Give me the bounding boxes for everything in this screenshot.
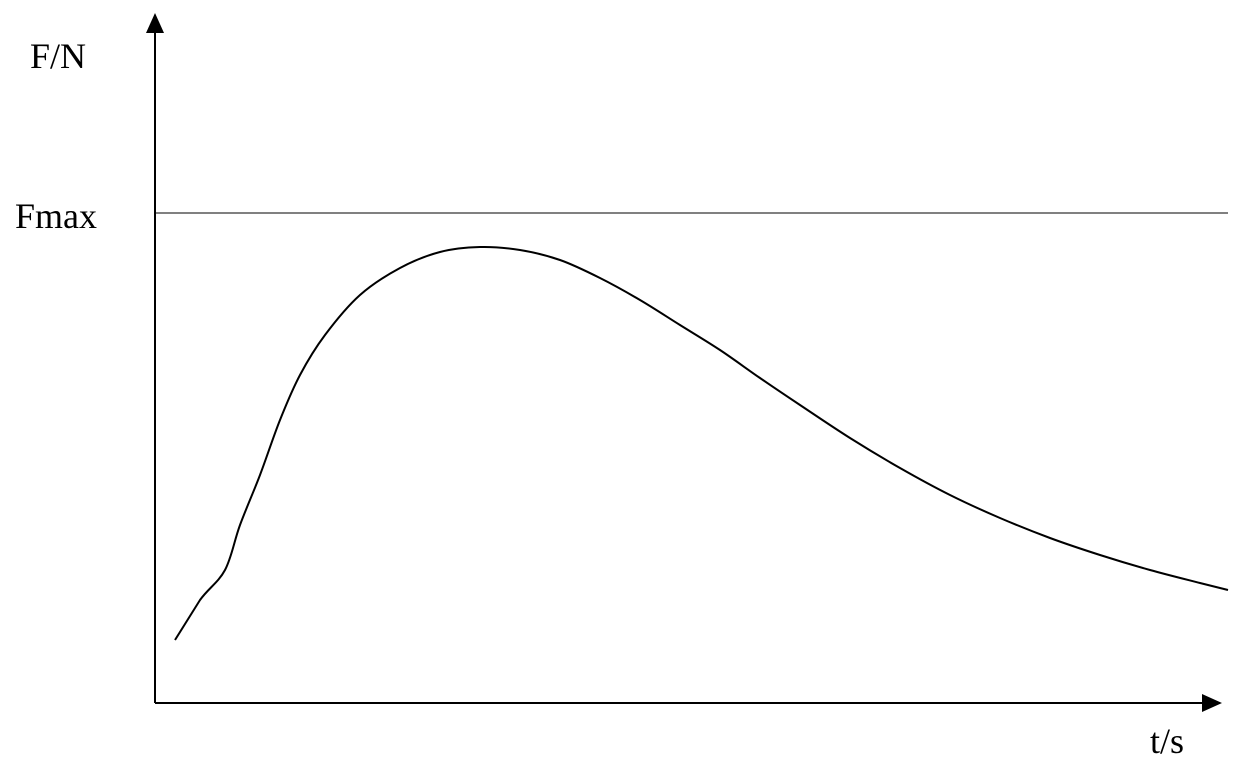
- curve-path: [175, 247, 1228, 640]
- x-axis-label: t/s: [1150, 720, 1184, 762]
- chart-svg: [0, 0, 1240, 772]
- y-axis-label: F/N: [30, 35, 86, 77]
- y-axis-arrow: [146, 13, 164, 33]
- x-axis-arrow: [1202, 694, 1222, 712]
- fmax-label: Fmax: [15, 195, 97, 237]
- chart-container: F/N t/s Fmax: [0, 0, 1240, 772]
